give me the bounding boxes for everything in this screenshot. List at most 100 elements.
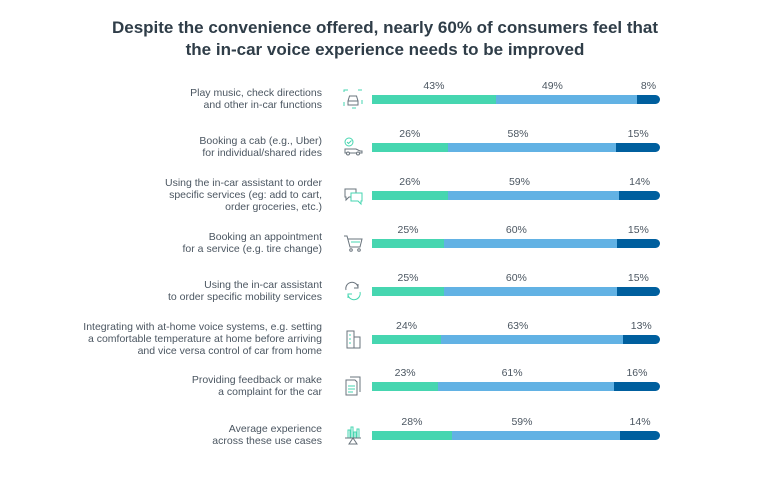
data-label: 60% [505, 224, 527, 236]
data-label: 23% [394, 367, 416, 379]
cab-check-icon [342, 136, 364, 158]
chart-row: Play music, check directions and other in… [0, 0, 770, 111]
chart-title: Despite the convenience offered, nearly … [0, 17, 770, 61]
documents-icon [342, 375, 364, 397]
chart-row: Average experience across these use cases… [0, 0, 770, 447]
category-label-line: Booking an appointment [208, 231, 322, 243]
bar-segment [620, 431, 660, 440]
category-label-line: and other in-car functions [203, 99, 322, 111]
bar-segment [447, 143, 617, 152]
bar-segment [372, 95, 496, 104]
cycle-arrows-icon [342, 280, 364, 302]
bar-segment [438, 382, 614, 391]
stacked-bar [372, 239, 660, 248]
bar-segment [616, 239, 660, 248]
bar-segment [447, 191, 620, 200]
data-label: 24% [396, 320, 418, 332]
category-label: Booking an appointment for a service (e.g… [183, 231, 322, 255]
bar-segment [372, 335, 442, 344]
data-label: 15% [627, 224, 649, 236]
bar-segment [616, 143, 660, 152]
title-line: the in-car voice experience needs to be … [185, 40, 585, 59]
bar-segment [372, 287, 444, 296]
category-label-line: across these use cases [212, 435, 322, 447]
chart-row: Providing feedback or make a complaint fo… [0, 0, 770, 398]
bar-segment [372, 382, 439, 391]
car-icon [342, 88, 364, 110]
category-label: Providing feedback or make a complaint fo… [192, 374, 322, 398]
category-label-line: Booking a cab (e.g., Uber) [199, 135, 322, 147]
category-label: Play music, check directions and other in… [190, 87, 322, 111]
stacked-bar [372, 431, 660, 440]
bar-chart-scale-icon [342, 424, 364, 446]
bar-segment [613, 382, 660, 391]
stacked-bar [372, 143, 660, 152]
bar-segment [444, 239, 617, 248]
category-label-line: for individual/shared rides [202, 147, 322, 159]
bar-segment [495, 95, 637, 104]
category-label-line: to order specific mobility services [167, 291, 322, 303]
category-label-line: Using the in-car assistant to order [165, 177, 322, 189]
category-label-line: Integrating with at-home voice systems, … [83, 321, 322, 333]
data-label: 28% [401, 416, 423, 428]
data-label: 49% [541, 80, 563, 92]
data-label: 59% [511, 416, 533, 428]
stacked-bar [372, 335, 660, 344]
category-label: Booking a cab (e.g., Uber) for individual… [199, 135, 322, 159]
chart-row: Booking a cab (e.g., Uber) for individual… [0, 0, 770, 159]
bar-segment [372, 431, 452, 440]
data-label: 25% [397, 224, 419, 236]
chart-row: Integrating with at-home voice systems, … [0, 0, 770, 357]
data-label: 61% [501, 367, 523, 379]
stacked-bar [372, 191, 660, 200]
bar-segment [619, 191, 660, 200]
data-label: 60% [505, 272, 527, 284]
chart-row: Using the in-car assistant to order speci… [0, 0, 770, 213]
title-line: Despite the convenience offered, nearly … [111, 18, 659, 37]
data-label: 8% [640, 80, 657, 92]
category-label: Using the in-car assistant to order speci… [165, 177, 322, 213]
bar-segment [372, 143, 448, 152]
data-label: 43% [423, 80, 445, 92]
bar-segment [441, 335, 623, 344]
category-label-line: Providing feedback or make [191, 374, 322, 386]
category-label-line: Play music, check directions [190, 87, 322, 99]
data-label: 15% [627, 272, 649, 284]
data-label: 14% [629, 416, 651, 428]
bar-segment [372, 191, 448, 200]
chat-bubbles-icon [342, 184, 364, 206]
stacked-bar [372, 287, 660, 296]
category-label: Integrating with at-home voice systems, … [83, 321, 322, 357]
chart-row: Booking an appointment for a service (e.g… [0, 0, 770, 255]
data-label: 25% [397, 272, 419, 284]
category-label: Using the in-car assistant to order speci… [168, 279, 322, 303]
data-label: 26% [399, 176, 421, 188]
category-label-line: a complaint for the car [218, 386, 322, 398]
bar-segment [616, 287, 660, 296]
category-label-line: and vice versa control of car from home [137, 345, 322, 357]
stacked-bar [372, 95, 660, 104]
bar-segment [636, 95, 660, 104]
bar-segment [451, 431, 621, 440]
category-label-line: a comfortable temperature at home before… [87, 333, 322, 345]
chart-row: Using the in-car assistant to order speci… [0, 0, 770, 303]
category-label-line: specific services (eg: add to cart, [169, 189, 322, 201]
category-label-line: order groceries, etc.) [225, 201, 322, 213]
data-label: 13% [630, 320, 652, 332]
data-label: 59% [508, 176, 530, 188]
building-icon [342, 328, 364, 350]
bar-segment [444, 287, 617, 296]
data-label: 26% [399, 128, 421, 140]
shopping-cart-icon [342, 232, 364, 254]
bar-segment [372, 239, 444, 248]
data-label: 16% [626, 367, 648, 379]
category-label-line: Average experience [228, 423, 322, 435]
stacked-bar [372, 382, 660, 391]
category-label-line: for a service (e.g. tire change) [182, 243, 322, 255]
data-label: 15% [627, 128, 649, 140]
data-label: 58% [507, 128, 529, 140]
bar-segment [622, 335, 660, 344]
data-label: 14% [629, 176, 651, 188]
data-label: 63% [507, 320, 529, 332]
